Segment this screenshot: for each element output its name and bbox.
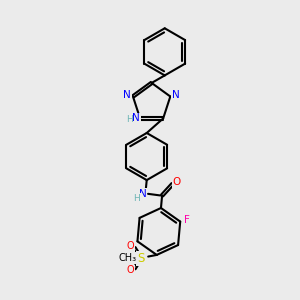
Text: F: F [184,215,190,225]
Text: H: H [134,194,140,202]
Text: S: S [137,252,145,265]
Text: N: N [132,113,140,123]
Text: N: N [123,90,131,100]
Text: N: N [139,189,146,199]
Text: N: N [172,90,180,100]
Text: H: H [126,115,133,124]
Text: O: O [126,265,134,275]
Text: O: O [173,177,181,188]
Text: CH₃: CH₃ [118,253,136,263]
Text: O: O [126,241,134,251]
